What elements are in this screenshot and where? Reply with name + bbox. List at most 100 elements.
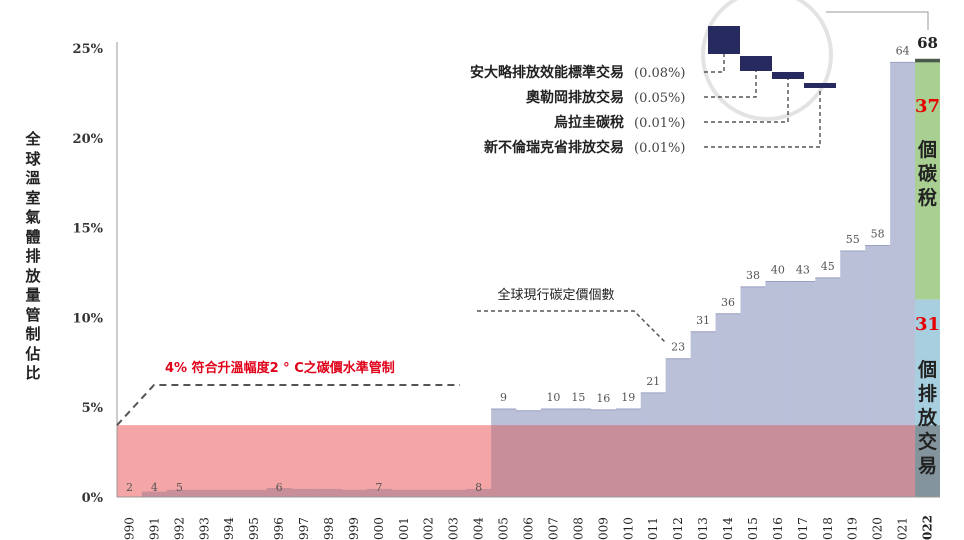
- y-axis-label: 全球溫室氣體排放量管制佔比: [25, 130, 41, 382]
- stack-cap: [915, 58, 940, 63]
- callout-leader-2: [704, 79, 789, 123]
- callout-bar-1: [740, 56, 772, 71]
- band-area-2004: [466, 488, 492, 497]
- callout-share-2: (0.01%): [634, 116, 685, 131]
- magnifier-connector: [826, 11, 929, 30]
- callout-bar-0: [708, 26, 740, 54]
- count-label-2013: 31: [696, 314, 710, 327]
- x-tick-label: 005: [497, 517, 511, 540]
- band-area-1995: [241, 489, 268, 497]
- x-tick-label: 021: [896, 517, 910, 540]
- count-annotation-label: 全球現行碳定價個數: [497, 287, 614, 303]
- stack-tax-label: 個碳稅: [918, 139, 938, 209]
- y-tick-label: 15%: [73, 222, 104, 237]
- x-tick-label: 001: [397, 517, 411, 540]
- stack-band-overlay: [915, 425, 940, 497]
- x-tick-label: 997: [297, 517, 311, 540]
- callout-share-0: (0.08%): [634, 66, 685, 81]
- count-label-2021: 64: [896, 44, 910, 57]
- x-tick-label: 019: [846, 517, 860, 540]
- band-area-1994: [216, 489, 243, 497]
- x-tick-label: 016: [771, 517, 785, 540]
- x-tick-label: 010: [621, 517, 635, 540]
- band-area-1991: [141, 491, 168, 497]
- count-label-2016: 40: [771, 263, 785, 276]
- band-area-1997: [291, 488, 318, 497]
- band-over-area: [491, 425, 916, 497]
- count-annotation-leader: [477, 310, 666, 343]
- y-tick-label: 20%: [73, 132, 104, 147]
- x-tick-label: 007: [546, 517, 560, 540]
- area-step-2021: [890, 62, 916, 497]
- callout-share-3: (0.01%): [634, 141, 685, 156]
- count-label-2008: 15: [571, 391, 585, 404]
- count-label-1992: 5: [176, 481, 183, 494]
- x-tick-label: 022: [921, 515, 935, 540]
- count-label-2020: 58: [871, 228, 885, 241]
- callout-label-1: 奧勒岡排放交易: [526, 89, 624, 106]
- count-label-2000: 7: [375, 481, 382, 494]
- x-tick-label: 995: [247, 517, 261, 540]
- x-tick-label: 992: [172, 517, 186, 540]
- count-label-2018: 45: [821, 260, 835, 273]
- band-area-1996: [266, 488, 293, 497]
- x-tick-label: 994: [222, 517, 236, 540]
- stack-tax-count: 37: [914, 96, 941, 117]
- callout-leader-3: [704, 88, 821, 148]
- callout-label-3: 新不倫瑞克省排放交易: [484, 139, 624, 156]
- band-area-2002: [416, 489, 442, 497]
- count-label-2014: 36: [721, 296, 735, 309]
- x-tick-label: 000: [372, 517, 386, 540]
- band-rect: [117, 425, 492, 497]
- band-area-2001: [391, 489, 417, 497]
- x-tick-label: 993: [197, 517, 211, 540]
- band-area-1993: [191, 489, 218, 497]
- callout-bar-2: [772, 72, 804, 79]
- band-area-1999: [341, 489, 367, 497]
- callout-leader-0: [704, 54, 725, 73]
- count-label-2012: 23: [671, 341, 685, 354]
- x-tick-label: 020: [871, 517, 885, 540]
- x-tick-label: 991: [147, 517, 161, 540]
- y-tick-label: 25%: [73, 42, 104, 57]
- band-leader: [116, 384, 460, 426]
- band-area-2003: [441, 489, 467, 497]
- count-label-2005: 9: [500, 391, 507, 404]
- x-tick-label: 012: [671, 517, 685, 540]
- x-tick-label: 009: [596, 517, 610, 540]
- x-tick-label: 990: [122, 517, 136, 540]
- count-label-2022: 68: [917, 34, 938, 52]
- callout-share-1: (0.05%): [634, 91, 685, 106]
- count-label-2017: 43: [796, 263, 810, 276]
- callout-layer: 安大略排放效能標準交易 (0.08%) 奧勒岡排放交易 (0.05%) 烏拉圭碳稅 (0.…: [470, 0, 929, 156]
- x-tick-label: 015: [746, 517, 760, 540]
- stack-ets-count: 31: [914, 314, 941, 335]
- count-label-2007: 10: [546, 391, 560, 404]
- callout-leader-1: [704, 71, 757, 98]
- x-tick-label: 003: [447, 517, 461, 540]
- count-label-2010: 19: [621, 391, 635, 404]
- axis-layer: 0% 5% 10% 15% 20% 25% 990 991 992 993 994 995 996 997…: [73, 42, 940, 540]
- x-tick-label: 014: [721, 517, 735, 540]
- x-tick-label: 017: [796, 517, 810, 540]
- x-tick-label: 008: [571, 517, 585, 540]
- y-tick-label: 0%: [82, 491, 104, 506]
- band-area-2000: [366, 488, 392, 497]
- stack-segment-1: [915, 62, 940, 300]
- x-tick-label: 996: [272, 517, 286, 540]
- callout-label-2: 烏拉圭碳稅: [554, 114, 624, 131]
- count-label-1991: 4: [151, 481, 158, 494]
- count-label-1990: 2: [126, 481, 133, 494]
- band-area-1992: [166, 489, 193, 497]
- count-label-2009: 16: [596, 392, 610, 405]
- count-label-2015: 38: [746, 269, 760, 282]
- y-tick-label: 5%: [82, 401, 104, 416]
- callout-label-0: 安大略排放效能標準交易: [470, 64, 624, 81]
- x-tick-label: 998: [322, 517, 336, 540]
- band-layer: [117, 425, 916, 497]
- stack-2022: [915, 58, 940, 497]
- x-tick-label: 006: [522, 517, 536, 540]
- y-tick-label: 10%: [73, 311, 104, 326]
